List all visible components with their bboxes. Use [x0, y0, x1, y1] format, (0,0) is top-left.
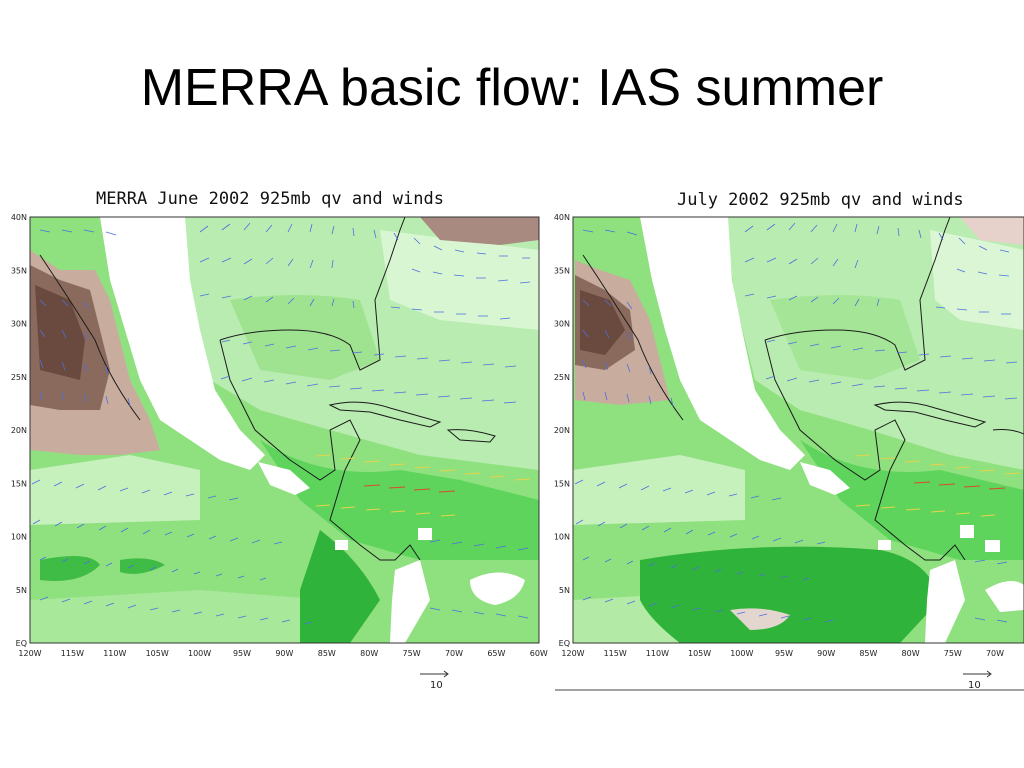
reference-vector-june: 10	[420, 670, 449, 691]
lon-tick-label: 75W	[403, 649, 421, 658]
reference-vector-july: 10	[963, 670, 992, 691]
lon-tick-label: 100W	[188, 649, 211, 658]
lat-tick-label: 5N	[16, 586, 27, 595]
lat-tick-label: 35N	[11, 266, 27, 275]
reference-vector-label-july: 10	[968, 680, 981, 691]
lon-tick-label: 110W	[646, 649, 669, 658]
lon-tick-label: 85W	[859, 649, 877, 658]
lon-tick-label: 95W	[233, 649, 251, 658]
lon-tick-label: 120W	[561, 649, 584, 658]
lon-tick-label: 85W	[318, 649, 336, 658]
wind-jet-core-july	[913, 481, 1006, 490]
lon-tick-label: 65W	[487, 649, 505, 658]
lat-tick-label: 25N	[11, 373, 27, 382]
slide-title: MERRA basic flow: IAS summer	[140, 59, 884, 117]
lat-tick-label: 40N	[554, 213, 570, 222]
lon-tick-label: 80W	[360, 649, 378, 658]
lat-tick-label: EQ	[559, 639, 570, 648]
map-frame-july	[572, 216, 1024, 644]
wind-jet-june	[315, 454, 531, 517]
lon-tick-label: 60W	[530, 649, 548, 658]
lat-tick-label: 30N	[554, 320, 570, 329]
lat-tick-label: 15N	[554, 479, 570, 488]
lat-tick-label: 35N	[554, 266, 570, 275]
lon-tick-label: 105W	[688, 649, 711, 658]
lon-tick-label: 75W	[944, 649, 962, 658]
wind-jet-core-june	[363, 484, 456, 493]
wind-vectors-june	[31, 222, 531, 625]
lon-tick-label: 70W	[445, 649, 463, 658]
map-title-june: MERRA June 2002 925mb qv and winds	[96, 189, 444, 209]
lat-tick-label: 10N	[554, 533, 570, 542]
lat-tick-label: 40N	[11, 213, 27, 222]
lon-tick-label: 120W	[18, 649, 41, 658]
lon-tick-label: 110W	[103, 649, 126, 658]
lat-tick-label: EQ	[16, 639, 27, 648]
wind-jet-july	[855, 454, 1021, 517]
lat-tick-label: 30N	[11, 320, 27, 329]
lon-tick-label: 90W	[817, 649, 835, 658]
lat-tick-label: 10N	[11, 533, 27, 542]
lon-tick-label: 80W	[902, 649, 920, 658]
lon-tick-label: 115W	[604, 649, 627, 658]
moisture-field-july	[573, 217, 1024, 643]
lat-tick-label: 20N	[554, 426, 570, 435]
lat-tick-label: 25N	[554, 373, 570, 382]
lon-tick-label: 100W	[730, 649, 753, 658]
wind-vectors-july	[574, 222, 1018, 623]
map-title-july: July 2002 925mb qv and winds	[677, 190, 964, 210]
lat-tick-label: 20N	[11, 426, 27, 435]
map-frame-june	[29, 216, 540, 644]
reference-vector-label-june: 10	[430, 680, 443, 691]
moisture-field-june	[30, 217, 539, 643]
lat-tick-label: 5N	[559, 586, 570, 595]
lon-tick-label: 70W	[986, 649, 1004, 658]
lon-tick-label: 115W	[61, 649, 84, 658]
lon-tick-label: 95W	[775, 649, 793, 658]
lat-tick-label: 15N	[11, 479, 27, 488]
lon-tick-label: 105W	[146, 649, 169, 658]
lon-tick-label: 90W	[275, 649, 293, 658]
